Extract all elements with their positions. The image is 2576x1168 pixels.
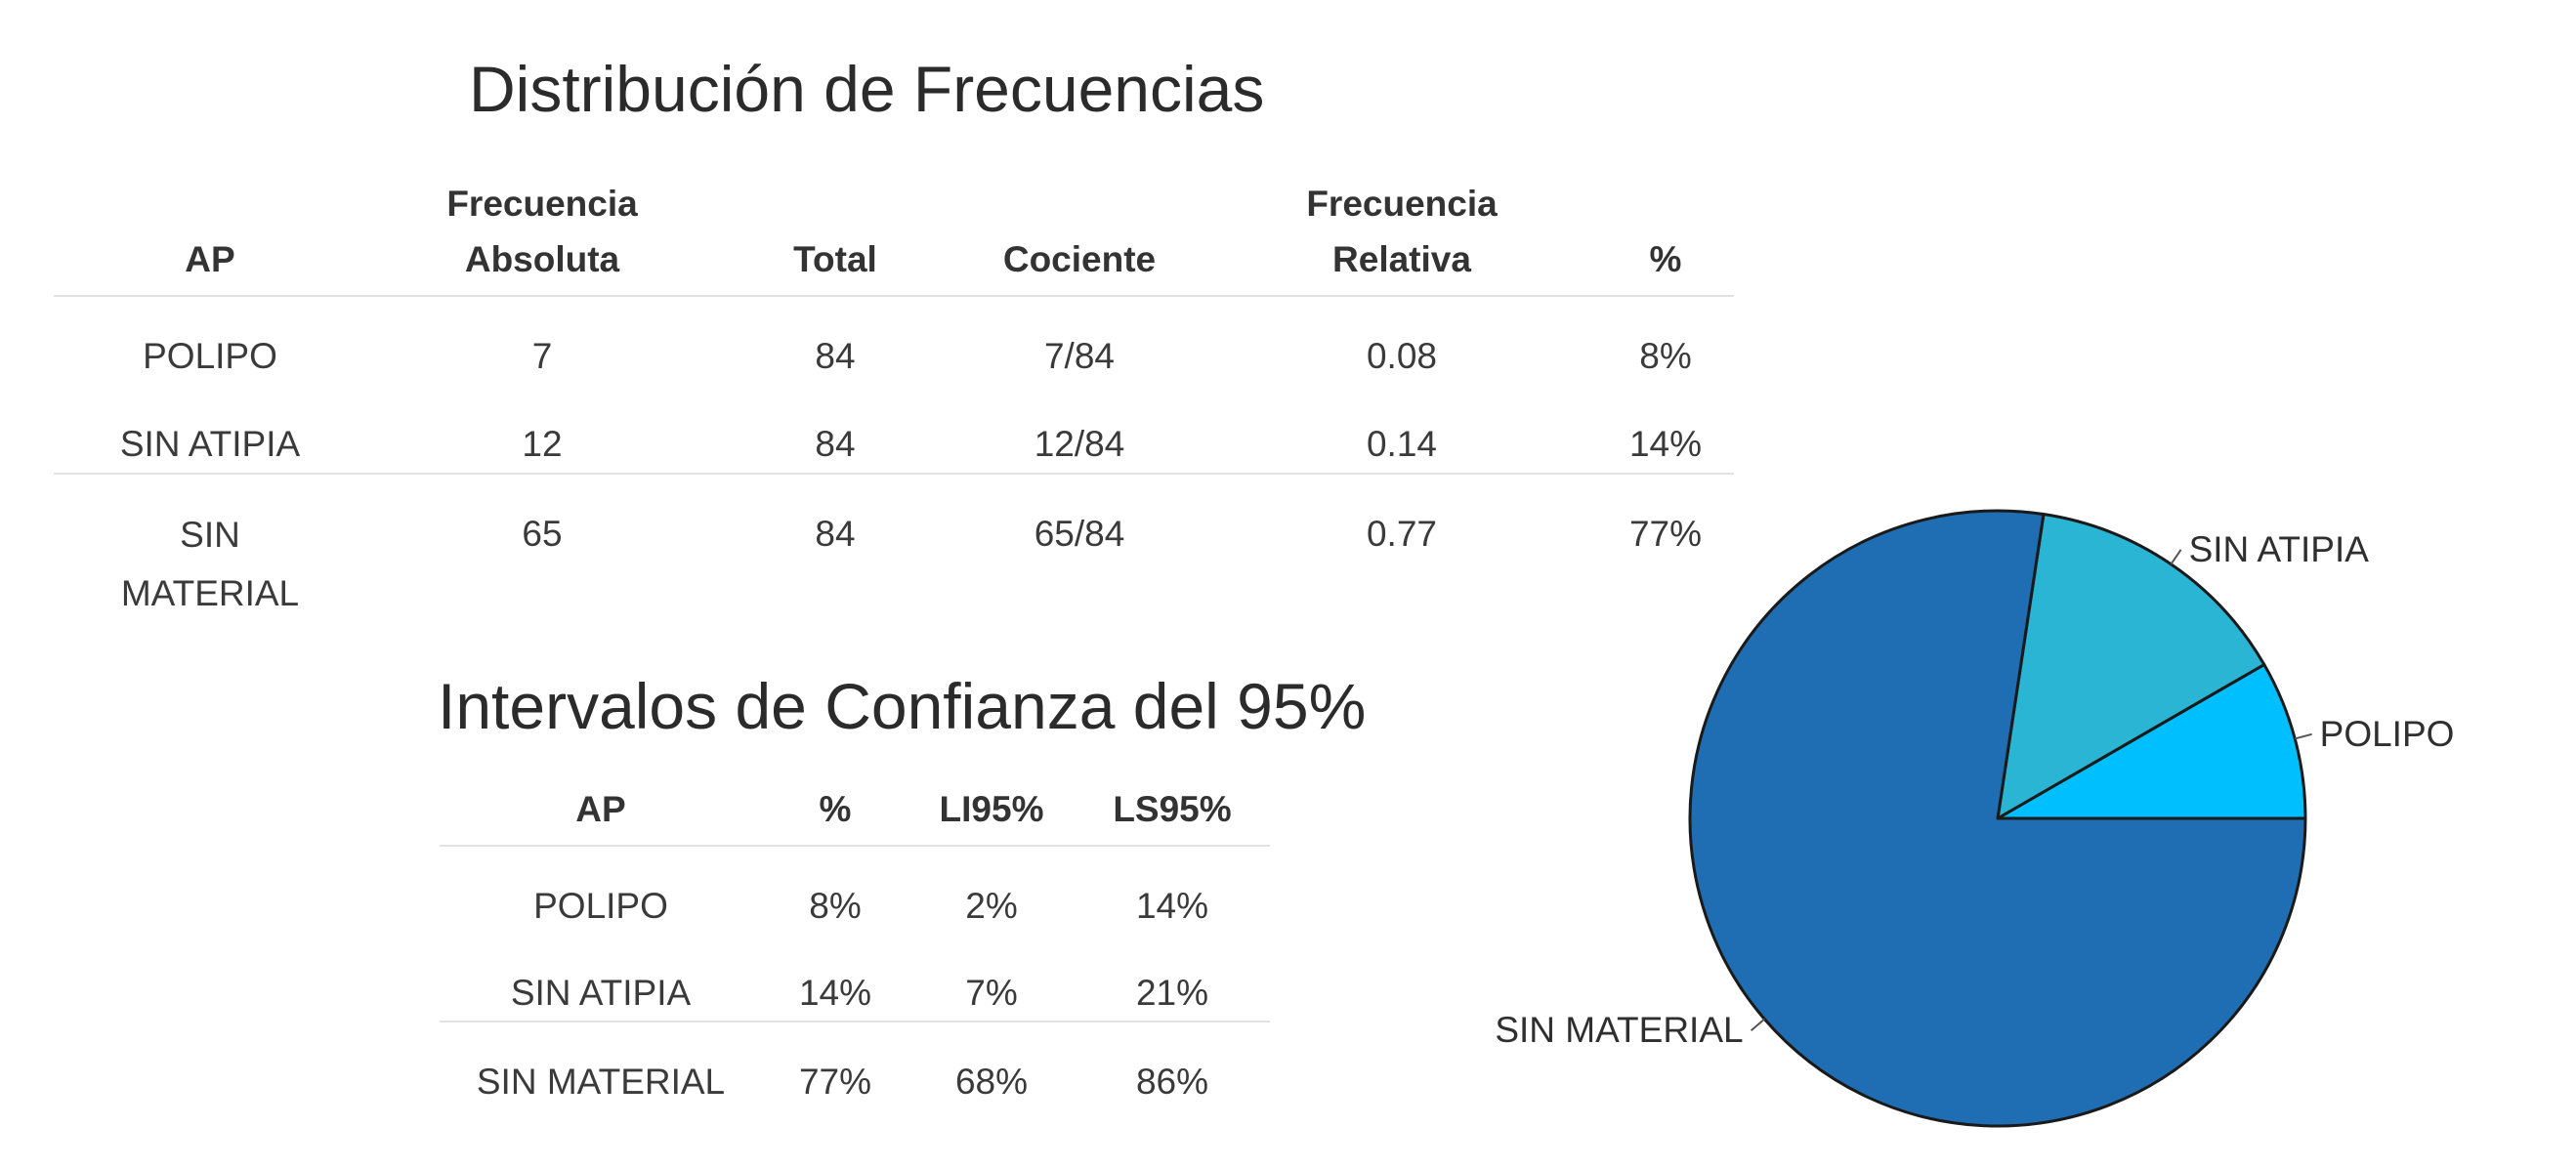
cell-frecuencia-relativa: 0.77 [1206,473,1597,623]
cell-ap: SIN MATERIAL [54,473,366,623]
col-header-percent: % [762,781,908,847]
cell-total: 84 [718,473,952,623]
frequency-table-header-row: AP Frecuencia Absoluta Total Cociente Fre… [54,176,1734,297]
col-header-ls95: LS95% [1075,781,1270,847]
col-header-frecuencia-absoluta: Frecuencia Absoluta [366,176,718,297]
pie-slices [1688,509,2307,1128]
cell-ls95: 86% [1075,1021,1270,1109]
pie-label-leader [2170,549,2182,565]
cell-ap: SIN ATIPIA [510,973,692,1013]
cell-cociente: 65/84 [952,473,1206,623]
cell-percent: 8% [1639,336,1692,376]
col-header-li95: LI95% [908,781,1075,847]
pie-chart: POLIPO SIN ATIPIA SIN MATERIAL [1495,509,2454,1128]
col-header-percent: % [1597,176,1734,297]
cell-frecuencia-relativa: 0.08 [1366,336,1437,376]
cell-frecuencia-relativa: 0.14 [1366,424,1437,464]
cell-li95: 2% [965,886,1018,926]
cell-total: 84 [815,336,856,376]
col-header-cociente: Cociente [952,176,1206,297]
pie-slice-polipo [1996,663,2307,820]
cell-frecuencia-absoluta: 12 [522,424,563,464]
cell-percent: 8% [809,886,862,926]
cell-li95: 7% [965,973,1018,1013]
cell-frecuencia-absoluta: 65 [366,473,718,623]
pie-slice-sin-atipia [1996,513,2266,820]
cell-ap: POLIPO [143,336,277,376]
col-header-total: Total [718,176,952,297]
col-header-frecuencia-relativa: Frecuencia Relativa [1206,176,1597,297]
pie-label: SIN ATIPIA [2189,529,2370,569]
cell-ls95: 14% [1135,886,1209,926]
cell-cociente: 12/84 [1034,424,1125,464]
table-row: SIN ATIPIA 14% 7% 21% [440,934,1270,1022]
cell-ls95: 21% [1135,973,1209,1013]
confidence-table-header-row: AP % LI95% LS95% [440,781,1270,847]
frequency-table-title: Distribución de Frecuencias [469,53,1265,125]
cell-ap: POLIPO [533,886,668,926]
cell-li95: 68% [908,1021,1075,1109]
pie-label-leader [2295,732,2312,740]
cell-ap: SIN ATIPIA [119,424,301,464]
cell-percent: 14% [798,973,872,1013]
cell-frecuencia-absoluta: 7 [531,336,553,376]
pie-label-leader [1750,1018,1765,1031]
pie-label: SIN MATERIAL [1495,1010,1743,1050]
pie-labels: POLIPO SIN ATIPIA SIN MATERIAL [1495,529,2454,1050]
cell-cociente: 7/84 [1043,336,1115,376]
confidence-intervals-table: AP % LI95% LS95% POLIPO 8% 2% 14% SIN AT… [440,781,1270,1109]
table-row: POLIPO 8% 2% 14% [440,846,1270,934]
cell-percent: 77% [762,1021,908,1109]
cell-ap: SIN MATERIAL [440,1021,762,1109]
cell-total: 84 [815,424,856,464]
cell-percent: 14% [1628,424,1703,464]
pie-label: POLIPO [2320,714,2455,754]
cell-percent: 77% [1597,473,1734,623]
col-header-ap: AP [440,781,762,847]
table-row: SIN ATIPIA 12 84 12/84 0.14 14% [54,385,1734,474]
table-row: SIN MATERIAL 77% 68% 86% [440,1021,1270,1109]
frequency-table: AP Frecuencia Absoluta Total Cociente Fre… [54,176,1734,623]
table-row: SIN MATERIAL 65 84 65/84 0.77 77% [54,473,1734,623]
confidence-intervals-title: Intervalos de Confianza del 95% [438,670,1367,742]
table-row: POLIPO 7 84 7/84 0.08 8% [54,296,1734,385]
col-header-ap: AP [54,176,366,297]
